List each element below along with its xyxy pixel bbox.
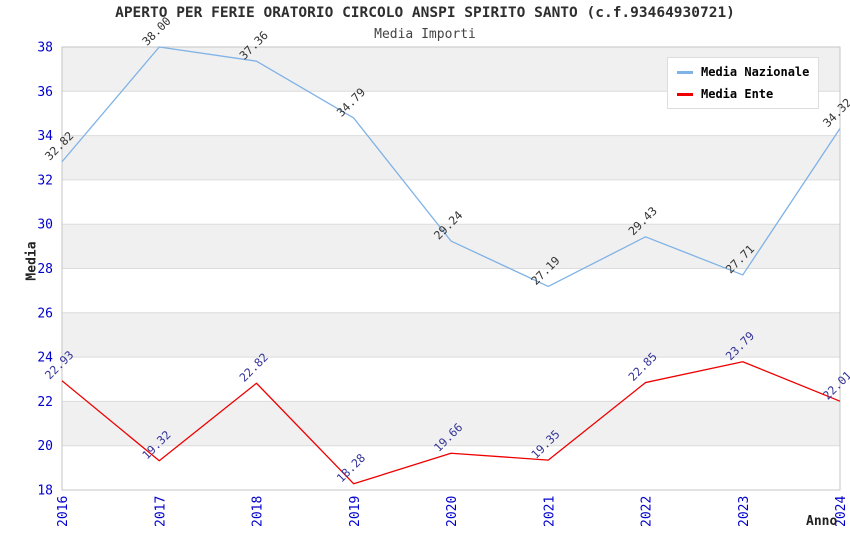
y-tick-label: 38 (37, 41, 53, 56)
x-tick-label: 2021 (542, 496, 557, 527)
line-swatch-ente-icon (677, 92, 693, 96)
y-tick-label: 18 (37, 484, 53, 499)
y-tick-label: 30 (37, 218, 53, 233)
line-swatch-nazionale-icon (677, 70, 693, 74)
y-tick-label: 36 (37, 85, 53, 100)
x-tick-label: 2023 (737, 496, 752, 527)
x-tick-label: 2016 (56, 496, 71, 527)
y-tick-label: 34 (37, 129, 53, 144)
legend-entry-media-nazionale: Media Nazionale (677, 65, 809, 79)
chart-subtitle: Media Importi (374, 27, 476, 42)
plot-band (62, 224, 840, 269)
data-label: 34.32 (820, 95, 850, 129)
series-line-media-nazionale (61, 46, 841, 288)
y-tick-label: 20 (37, 439, 53, 454)
x-tick-label: 2024 (834, 496, 849, 527)
legend-label-ente: Media Ente (701, 87, 774, 101)
x-tick-label: 2022 (640, 496, 655, 527)
y-tick-label: 32 (37, 173, 53, 188)
x-axis-label: Anno (806, 514, 838, 529)
x-tick-label: 2020 (445, 496, 460, 527)
y-axis-label: Media (24, 241, 40, 281)
plot-band (62, 135, 840, 180)
legend: Media Nazionale Media Ente (667, 57, 820, 109)
legend-label-nazionale: Media Nazionale (701, 65, 810, 79)
plot-band (62, 312, 840, 358)
legend-entry-media-ente: Media Ente (677, 87, 809, 101)
y-tick-label: 28 (37, 262, 53, 277)
data-label: 22.01 (820, 368, 850, 402)
chart-title: APERTO PER FERIE ORATORIO CIRCOLO ANSPI … (115, 5, 735, 21)
plot-border (61, 46, 841, 491)
x-tick-label: 2017 (153, 496, 168, 527)
y-tick-label: 22 (37, 395, 53, 410)
y-tick-label: 24 (37, 351, 53, 366)
x-tick-label: 2018 (251, 496, 266, 527)
series-line-media-ente (61, 361, 841, 485)
x-tick-label: 2019 (348, 496, 363, 527)
y-tick-label: 26 (37, 306, 53, 321)
plot-band (62, 401, 840, 446)
data-label: 38.00 (139, 14, 173, 48)
